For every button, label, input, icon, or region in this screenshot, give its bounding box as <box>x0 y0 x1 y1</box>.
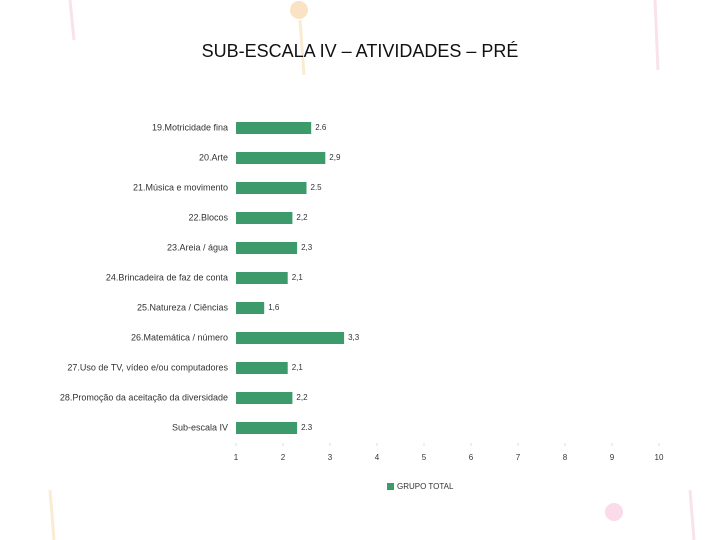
y-tick-label: 24.Brincadeira de faz de conta <box>106 272 228 282</box>
legend-label: GRUPO TOTAL <box>397 482 454 491</box>
y-tick-label: 26.Matemática / número <box>131 332 228 342</box>
bar <box>236 242 298 254</box>
value-label: 2.6 <box>315 123 327 132</box>
value-label: 2,9 <box>329 153 341 162</box>
value-label: 2,1 <box>292 363 304 372</box>
decoration <box>48 0 696 540</box>
y-tick-label: 21.Música e movimento <box>133 182 228 192</box>
x-tick-label: 5 <box>422 453 427 462</box>
bar <box>236 302 265 314</box>
bar <box>236 182 307 194</box>
bar <box>236 362 288 374</box>
value-label: 3,3 <box>348 333 360 342</box>
x-tick-label: 10 <box>655 453 664 462</box>
value-label: 2.3 <box>301 423 313 432</box>
x-tick-label: 6 <box>469 453 474 462</box>
x-tick-label: 7 <box>516 453 521 462</box>
bar <box>236 152 326 164</box>
y-tick-label: Sub-escala IV <box>172 422 228 432</box>
bar <box>236 122 312 134</box>
value-label: 2,3 <box>301 243 313 252</box>
bar <box>236 392 293 404</box>
y-tick-label: 22.Blocos <box>188 212 228 222</box>
value-label: 2,2 <box>296 213 308 222</box>
bar <box>236 422 298 434</box>
x-tick-label: 4 <box>375 453 380 462</box>
legend-swatch <box>387 483 394 490</box>
bar <box>236 332 345 344</box>
y-tick-label: 23.Areia / água <box>167 242 228 252</box>
x-tick-label: 3 <box>328 453 333 462</box>
x-tick-label: 2 <box>281 453 286 462</box>
y-tick-label: 19.Motricidade fina <box>152 122 228 132</box>
y-tick-label: 27.Uso de TV, vídeo e/ou computadores <box>67 362 228 372</box>
value-label: 2.5 <box>311 183 323 192</box>
value-label: 2,1 <box>292 273 304 282</box>
value-label: 1,6 <box>268 303 280 312</box>
x-tick-label: 1 <box>234 453 239 462</box>
y-tick-label: 28.Promoção da aceitação da diversidade <box>60 392 228 402</box>
x-tick-label: 8 <box>563 453 568 462</box>
chart-title: SUB-ESCALA IV – ATIVIDADES – PRÉ <box>202 41 519 61</box>
y-tick-label: 20.Arte <box>199 152 228 162</box>
bar <box>236 272 288 284</box>
x-tick-label: 9 <box>610 453 615 462</box>
bar <box>236 212 293 224</box>
y-tick-label: 25.Natureza / Ciências <box>137 302 229 312</box>
value-label: 2,2 <box>296 393 308 402</box>
